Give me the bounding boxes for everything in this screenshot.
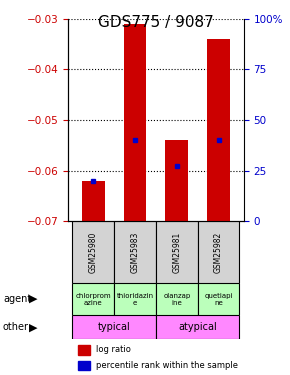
Text: olanzap
ine: olanzap ine <box>163 292 191 306</box>
Bar <box>72 315 156 339</box>
Text: other: other <box>3 322 29 332</box>
Bar <box>207 39 230 221</box>
Bar <box>198 283 240 315</box>
Bar <box>156 315 240 339</box>
Bar <box>72 221 114 283</box>
Bar <box>72 283 114 315</box>
Bar <box>156 221 198 283</box>
Text: GDS775 / 9087: GDS775 / 9087 <box>98 15 214 30</box>
Text: GSM25982: GSM25982 <box>214 231 223 273</box>
Bar <box>78 345 90 355</box>
Bar <box>124 24 146 221</box>
Bar <box>114 283 156 315</box>
Text: GSM25983: GSM25983 <box>130 231 139 273</box>
Text: log ratio: log ratio <box>96 345 130 354</box>
Text: GSM25981: GSM25981 <box>172 231 181 273</box>
Text: ▶: ▶ <box>29 322 38 332</box>
Text: ▶: ▶ <box>29 294 38 304</box>
Text: chlorprom
azine: chlorprom azine <box>75 292 111 306</box>
Text: percentile rank within the sample: percentile rank within the sample <box>96 361 238 370</box>
Text: agent: agent <box>3 294 31 304</box>
Text: quetiapi
ne: quetiapi ne <box>204 292 233 306</box>
Bar <box>198 221 240 283</box>
Text: typical: typical <box>98 322 130 332</box>
Bar <box>78 361 90 370</box>
Bar <box>156 283 198 315</box>
Text: thioridazin
e: thioridazin e <box>116 292 153 306</box>
Bar <box>114 221 156 283</box>
Bar <box>82 181 105 221</box>
Text: GSM25980: GSM25980 <box>89 231 98 273</box>
Text: atypical: atypical <box>178 322 217 332</box>
Bar <box>165 140 188 221</box>
